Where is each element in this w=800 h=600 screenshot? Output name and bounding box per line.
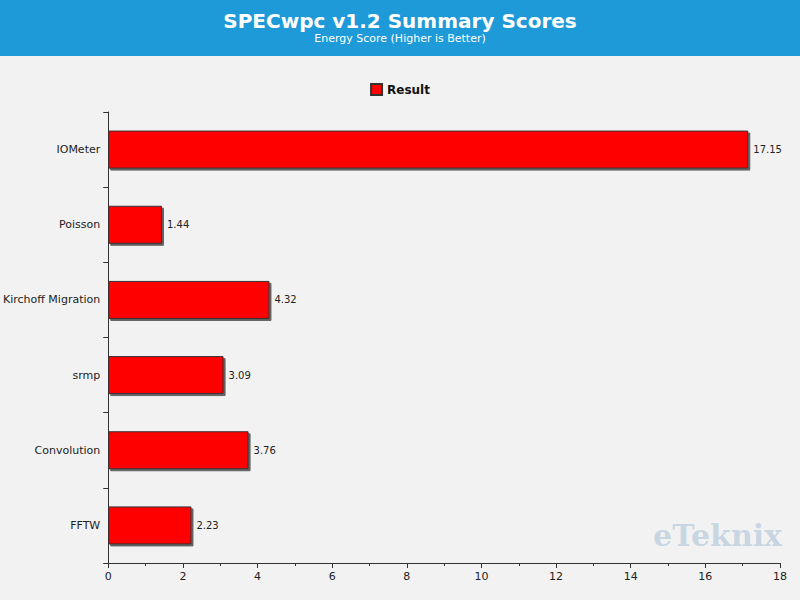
svg-text:0: 0 [105, 570, 112, 583]
svg-text:srmp: srmp [72, 369, 100, 382]
svg-text:16: 16 [698, 570, 712, 583]
svg-text:3.76: 3.76 [254, 445, 276, 456]
svg-text:12: 12 [549, 570, 563, 583]
svg-text:18: 18 [773, 570, 787, 583]
svg-text:Kirchoff Migration: Kirchoff Migration [3, 293, 100, 306]
svg-text:2.23: 2.23 [196, 520, 218, 531]
svg-text:14: 14 [624, 570, 638, 583]
svg-text:2: 2 [179, 570, 186, 583]
svg-text:3.09: 3.09 [229, 370, 251, 381]
svg-text:FFTW: FFTW [70, 519, 100, 532]
svg-text:6: 6 [329, 570, 336, 583]
svg-text:17.15: 17.15 [753, 144, 782, 155]
svg-text:SPECwpc v1.2 Summary Scores: SPECwpc v1.2 Summary Scores [223, 9, 576, 33]
svg-text:8: 8 [403, 570, 410, 583]
svg-text:4: 4 [254, 570, 261, 583]
svg-text:Poisson: Poisson [59, 218, 100, 231]
svg-text:Energy Score (Higher is Better: Energy Score (Higher is Better) [314, 32, 485, 45]
svg-text:10: 10 [474, 570, 488, 583]
svg-text:1.44: 1.44 [167, 219, 189, 230]
svg-text:IOMeter: IOMeter [56, 143, 100, 156]
svg-text:4.32: 4.32 [274, 294, 296, 305]
svg-text:Convolution: Convolution [35, 444, 101, 457]
svg-text:eTeknix: eTeknix [653, 518, 783, 553]
svg-text:Result: Result [387, 83, 430, 97]
